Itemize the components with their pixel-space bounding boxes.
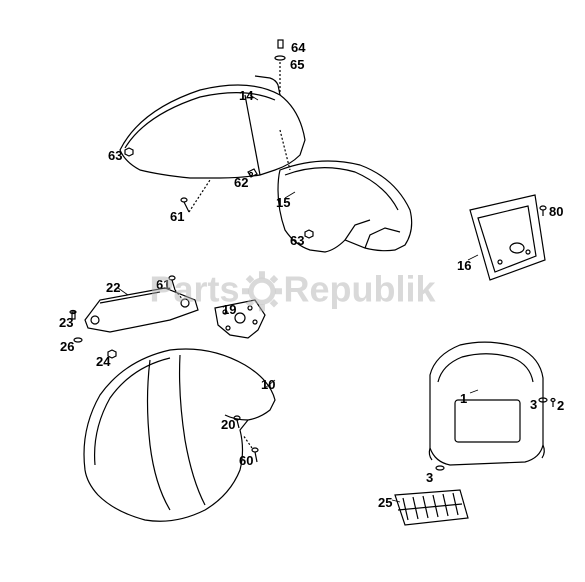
- part-label-80: 80: [549, 204, 563, 219]
- part-10-front-fender: [84, 349, 275, 521]
- part-3b-washer: [436, 466, 444, 470]
- part-label-14: 14: [239, 88, 253, 103]
- part-label-3b: 3: [426, 470, 433, 485]
- part-61a-screw: [181, 180, 210, 212]
- part-63b-nut: [305, 230, 313, 238]
- exploded-parts-diagram: Parts Republik 1233101415161920222324252…: [0, 0, 585, 582]
- part-label-20: 20: [221, 417, 235, 432]
- part-label-65: 65: [290, 57, 304, 72]
- part-label-62: 62: [234, 175, 248, 190]
- part-label-24: 24: [96, 354, 110, 369]
- part-label-26: 26: [60, 339, 74, 354]
- part-label-1: 1: [460, 391, 467, 406]
- part-label-22: 22: [106, 280, 120, 295]
- part-label-19: 19: [222, 302, 236, 317]
- part-label-61a: 61: [170, 209, 184, 224]
- part-64-65-screw-washer: [275, 40, 285, 95]
- part-2-screw: [551, 399, 555, 408]
- part-label-64: 64: [291, 40, 305, 55]
- part-22-bracket-arm: [85, 288, 198, 332]
- part-label-10: 10: [261, 377, 275, 392]
- part-label-25: 25: [378, 495, 392, 510]
- parts-illustration: [0, 0, 585, 582]
- part-80-fastener: [540, 206, 546, 216]
- part-26-washer: [74, 338, 82, 342]
- part-63a-nut: [125, 148, 133, 156]
- part-1-headlight-mask: [429, 342, 544, 465]
- part-label-63b: 63: [290, 233, 304, 248]
- part-label-63a: 63: [108, 148, 122, 163]
- part-label-61b: 61: [156, 277, 170, 292]
- part-16-plate-holder: [470, 195, 545, 280]
- part-25-grille: [395, 490, 468, 525]
- part-14-rear-fender-top: [120, 76, 305, 178]
- part-label-16: 16: [457, 258, 471, 273]
- part-label-3a: 3: [530, 397, 537, 412]
- part-label-2: 2: [557, 398, 564, 413]
- part-label-60: 60: [239, 453, 253, 468]
- part-label-15: 15: [276, 195, 290, 210]
- part-label-23: 23: [59, 315, 73, 330]
- part-61b-screw: [169, 276, 183, 300]
